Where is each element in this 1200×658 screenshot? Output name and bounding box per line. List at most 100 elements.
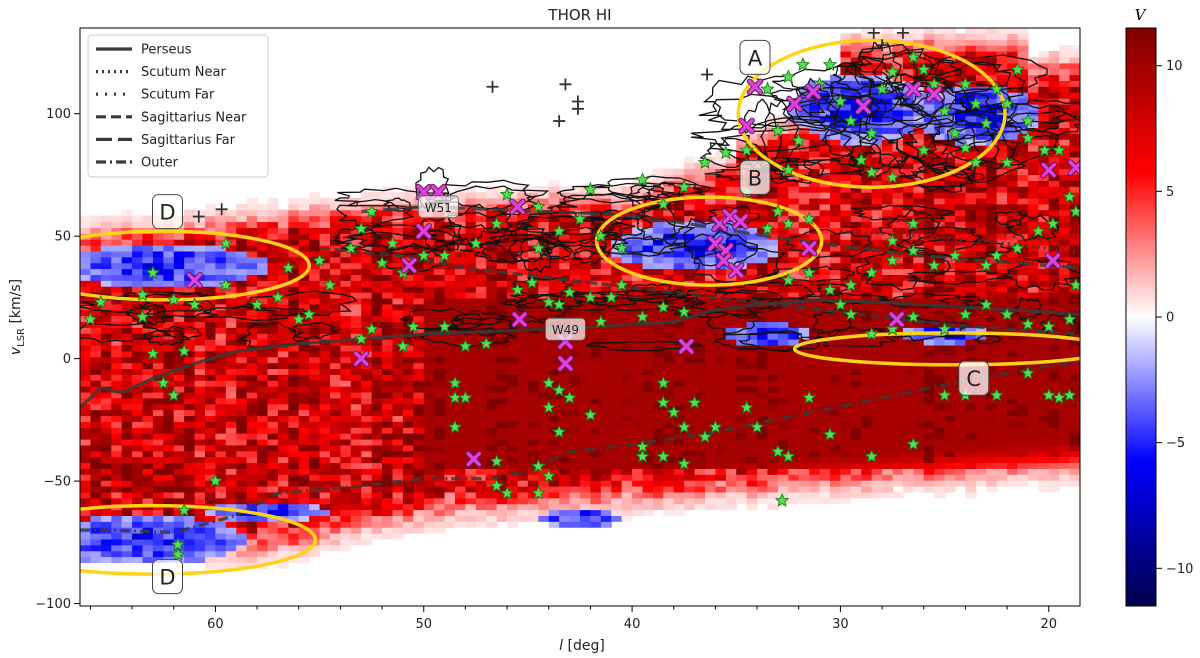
heatmap-cell (121, 244, 133, 252)
heatmap-cell (736, 250, 748, 258)
heatmap-cell (444, 438, 456, 446)
heatmap-cell (319, 303, 331, 311)
heatmap-cell (163, 391, 175, 399)
heatmap-cell (288, 250, 300, 258)
heatmap-cell (475, 391, 487, 399)
heatmap-cell (580, 356, 592, 364)
heatmap-cell (340, 468, 352, 475)
heatmap-cell (611, 456, 623, 464)
heatmap-cell (121, 362, 133, 370)
heatmap-cell (746, 374, 758, 381)
heatmap-cell (850, 327, 862, 334)
heatmap-cell (152, 527, 164, 534)
heatmap-cell (205, 527, 217, 534)
heatmap-cell (267, 221, 279, 228)
heatmap-cell (173, 533, 185, 540)
heatmap-cell (340, 456, 352, 464)
heatmap-cell (111, 397, 123, 405)
heatmap-cell (725, 168, 737, 176)
heatmap-cell (830, 86, 842, 93)
heatmap-cell (455, 197, 467, 205)
heatmap-cell (350, 444, 362, 452)
heatmap-cell (830, 262, 842, 270)
heatmap-cell (705, 344, 717, 352)
heatmap-cell (267, 268, 279, 275)
heatmap-cell (309, 380, 321, 387)
heatmap-cell (590, 350, 602, 358)
heatmap-cell (580, 509, 592, 516)
heatmap-cell (80, 221, 92, 228)
heatmap-cell (142, 239, 154, 246)
heatmap-cell (90, 468, 102, 475)
heatmap-cell (132, 292, 144, 299)
heatmap-cell (715, 292, 727, 299)
heatmap-cell (850, 139, 862, 146)
heatmap-cell (548, 433, 560, 440)
heatmap-cell (423, 356, 435, 364)
heatmap-cell (642, 262, 654, 270)
heatmap-cell (277, 321, 289, 328)
heatmap-cell (746, 503, 758, 511)
heatmap-cell (434, 380, 446, 387)
heatmap-cell (642, 309, 654, 317)
heatmap-cell (475, 344, 487, 352)
heatmap-cell (434, 356, 446, 364)
heatmap-cell (788, 133, 800, 140)
heatmap-cell (871, 86, 883, 93)
heatmap-cell (100, 227, 112, 234)
heatmap-cell (444, 421, 456, 428)
heatmap-cell (580, 380, 592, 387)
heatmap-cell (330, 380, 342, 387)
heatmap-cell (913, 374, 925, 381)
heatmap-cell (892, 397, 904, 405)
heatmap-cell (705, 297, 717, 305)
heatmap-cell (486, 350, 498, 358)
heatmap-cell (777, 209, 789, 217)
heatmap-cell (277, 368, 289, 375)
heatmap-cell (215, 421, 227, 428)
heatmap-cell (777, 221, 789, 228)
heatmap-cell (611, 415, 623, 422)
heatmap-cell (111, 250, 123, 258)
heatmap-cell (382, 209, 394, 217)
heatmap-cell (267, 474, 279, 481)
heatmap-cell (819, 374, 831, 381)
heatmap-cell (184, 521, 196, 528)
heatmap-cell (475, 197, 487, 205)
heatmap-cell (590, 227, 602, 234)
heatmap-cell (465, 515, 477, 522)
heatmap-cell (663, 268, 675, 275)
heatmap-cell (434, 362, 446, 370)
heatmap-cell (434, 444, 446, 452)
heatmap-cell (569, 280, 581, 287)
heatmap-cell (559, 297, 571, 305)
heatmap-cell (402, 327, 414, 334)
heatmap-cell (642, 250, 654, 258)
heatmap-cell (257, 509, 269, 516)
heatmap-cell (152, 485, 164, 493)
heatmap-cell (684, 456, 696, 464)
heatmap-cell (736, 133, 748, 140)
heatmap-cell (798, 403, 810, 411)
heatmap-cell (423, 450, 435, 458)
heatmap-cell (507, 480, 519, 487)
heatmap-cell (361, 450, 373, 458)
heatmap-cell (475, 362, 487, 370)
heatmap-cell (767, 121, 779, 129)
heatmap-cell (507, 250, 519, 258)
heatmap-cell (767, 256, 779, 264)
heatmap-cell (402, 462, 414, 469)
heatmap-cell (694, 244, 706, 252)
heatmap-cell (684, 450, 696, 458)
heatmap-cell (819, 485, 831, 493)
heatmap-cell (163, 438, 175, 446)
heatmap-cell (455, 286, 467, 293)
heatmap-cell (90, 309, 102, 317)
heatmap-cell (715, 503, 727, 511)
heatmap-cell (277, 256, 289, 264)
heatmap-cell (611, 509, 623, 516)
heatmap-cell (80, 239, 92, 246)
heatmap-cell (830, 415, 842, 422)
heatmap-cell (486, 380, 498, 387)
heatmap-cell (215, 362, 227, 370)
